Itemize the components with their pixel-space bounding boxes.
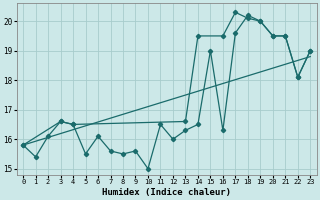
X-axis label: Humidex (Indice chaleur): Humidex (Indice chaleur)	[102, 188, 231, 197]
